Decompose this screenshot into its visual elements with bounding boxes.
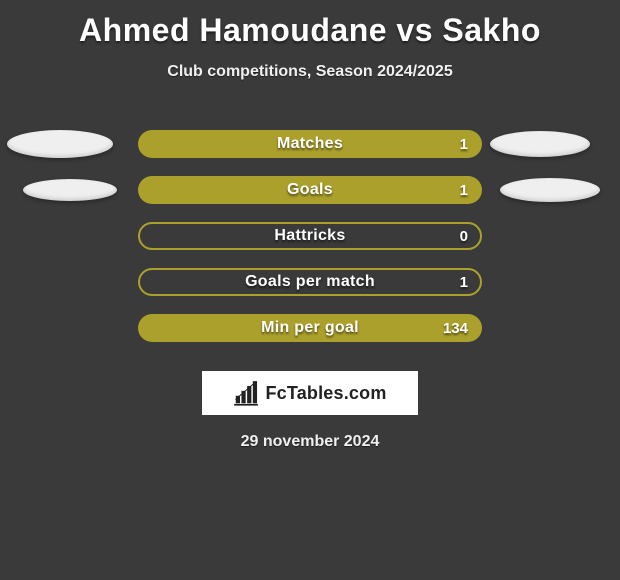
stat-pill: Hattricks0 (138, 222, 482, 250)
stat-row: Min per goal134 (0, 305, 620, 351)
title-player2: Sakho (442, 12, 541, 48)
comparison-infographic: Ahmed Hamoudane vs Sakho Club competitio… (0, 0, 620, 451)
bar-chart-icon (233, 380, 259, 406)
stat-pill: Matches1 (138, 130, 482, 158)
stat-value-right: 1 (460, 268, 468, 296)
logo-suffix: .com (344, 383, 387, 403)
stat-pill: Min per goal134 (138, 314, 482, 342)
stat-row: Goals1 (0, 167, 620, 213)
page-title: Ahmed Hamoudane vs Sakho (0, 12, 620, 49)
stat-row-inner: Goals per match1 (0, 267, 620, 297)
logo-prefix: Fc (265, 383, 286, 403)
logo-box: FcTables.com (202, 371, 418, 415)
stat-row: Hattricks0 (0, 213, 620, 259)
side-ellipse (7, 130, 113, 158)
stat-row-inner: Goals1 (0, 175, 620, 205)
stat-value-right: 134 (443, 314, 468, 342)
title-player1: Ahmed Hamoudane (79, 12, 387, 48)
stat-pill: Goals1 (138, 176, 482, 204)
subtitle: Club competitions, Season 2024/2025 (0, 63, 620, 81)
stat-value-right: 1 (460, 130, 468, 158)
date-text: 29 november 2024 (0, 433, 620, 451)
stat-label: Goals (138, 176, 482, 204)
stat-label: Matches (138, 130, 482, 158)
stat-row: Goals per match1 (0, 259, 620, 305)
stat-label: Min per goal (138, 314, 482, 342)
stat-row-inner: Min per goal134 (0, 313, 620, 343)
logo-text: FcTables.com (265, 383, 386, 404)
stat-row-inner: Matches1 (0, 129, 620, 159)
stats-container: Matches1Goals1Hattricks0Goals per match1… (0, 121, 620, 351)
side-ellipse (23, 179, 117, 201)
stat-pill: Goals per match1 (138, 268, 482, 296)
stat-label: Goals per match (138, 268, 482, 296)
stat-row: Matches1 (0, 121, 620, 167)
stat-value-right: 0 (460, 222, 468, 250)
stat-value-right: 1 (460, 176, 468, 204)
stat-label: Hattricks (138, 222, 482, 250)
side-ellipse (490, 131, 590, 157)
logo-main: Tables (287, 383, 344, 403)
title-vs: vs (396, 12, 433, 48)
stat-row-inner: Hattricks0 (0, 221, 620, 251)
side-ellipse (500, 178, 600, 202)
